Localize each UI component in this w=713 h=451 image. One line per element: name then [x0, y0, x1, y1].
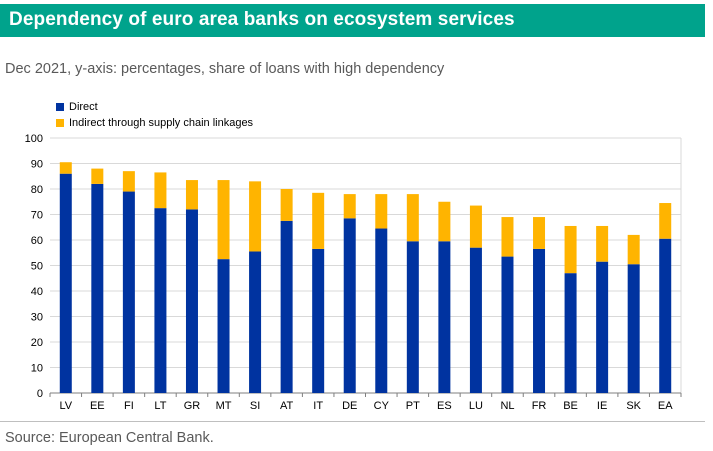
bar-indirect	[501, 217, 514, 257]
bar-indirect	[122, 171, 135, 192]
bar-direct	[343, 218, 356, 393]
bar-direct	[596, 261, 609, 393]
bar-direct	[185, 209, 198, 393]
bar-indirect	[438, 201, 451, 242]
y-tick-label: 40	[31, 286, 43, 298]
x-tick-label: SI	[250, 400, 260, 412]
bar-direct	[154, 208, 167, 393]
bar-direct	[280, 220, 293, 393]
bar-direct	[501, 256, 514, 393]
x-tick-label: IT	[313, 400, 323, 412]
bar-direct	[91, 183, 104, 393]
bar-direct	[217, 259, 230, 393]
chart-subtitle: Dec 2021, y-axis: percentages, share of …	[5, 61, 445, 77]
x-tick-label: ES	[437, 400, 452, 412]
bar-direct	[59, 173, 72, 393]
x-tick-label: NL	[500, 400, 514, 412]
bar-indirect	[154, 172, 167, 209]
bar-direct	[627, 264, 640, 393]
bar-indirect	[91, 168, 104, 184]
y-tick-label: 90	[31, 159, 43, 171]
x-tick-label: AT	[280, 400, 294, 412]
x-tick-label: IE	[597, 400, 607, 412]
bar-indirect	[469, 205, 482, 248]
x-tick-label: EA	[658, 400, 673, 412]
x-tick-label: EE	[90, 400, 105, 412]
bar-indirect	[533, 217, 546, 249]
bar-direct	[375, 228, 388, 393]
bar-direct	[659, 238, 672, 393]
bar-direct	[122, 191, 135, 393]
bar-indirect	[343, 194, 356, 219]
y-tick-label: 10	[31, 363, 43, 375]
legend-swatch-direct	[56, 103, 64, 111]
legend-swatch-indirect	[56, 119, 64, 127]
bar-indirect	[280, 189, 293, 221]
y-tick-label: 60	[31, 235, 43, 247]
bar-indirect	[312, 192, 325, 249]
source-divider	[0, 421, 705, 422]
y-tick-label: 0	[37, 388, 43, 400]
bar-direct	[438, 241, 451, 393]
x-tick-label: CY	[374, 400, 390, 412]
bar-indirect	[59, 162, 72, 174]
bar-indirect	[627, 234, 640, 265]
bar-direct	[312, 248, 325, 393]
y-tick-label: 70	[31, 210, 43, 222]
bar-direct	[469, 247, 482, 393]
bar-indirect	[406, 194, 419, 242]
x-tick-label: PT	[406, 400, 420, 412]
bar-indirect	[217, 180, 230, 260]
legend-item-indirect: Indirect through supply chain linkages	[56, 117, 253, 129]
bar-direct	[406, 241, 419, 393]
x-tick-label: LT	[154, 400, 166, 412]
x-tick-label: FI	[124, 400, 134, 412]
x-tick-label: LV	[59, 400, 72, 412]
chart-title: Dependency of euro area banks on ecosyst…	[9, 9, 515, 30]
bar-direct	[249, 251, 262, 393]
bar-indirect	[375, 194, 388, 229]
x-tick-label: DE	[342, 400, 357, 412]
y-tick-label: 30	[31, 312, 43, 324]
bar-indirect	[564, 225, 577, 274]
x-tick-label: SK	[626, 400, 641, 412]
y-tick-label: 80	[31, 184, 43, 196]
x-tick-label: FR	[532, 400, 547, 412]
bar-indirect	[596, 225, 609, 262]
source-note: Source: European Central Bank.	[5, 430, 214, 446]
x-tick-label: LU	[469, 400, 483, 412]
y-tick-label: 100	[25, 133, 43, 145]
y-tick-label: 20	[31, 337, 43, 349]
bar-direct	[533, 248, 546, 393]
bar-indirect	[249, 181, 262, 252]
x-tick-label: MT	[216, 400, 232, 412]
title-bar: Dependency of euro area banks on ecosyst…	[0, 4, 705, 37]
legend-label-direct: Direct	[69, 101, 98, 113]
x-tick-label: GR	[184, 400, 201, 412]
x-tick-label: BE	[563, 400, 578, 412]
y-tick-label: 50	[31, 261, 43, 273]
bar-indirect	[185, 180, 198, 210]
bar-indirect	[659, 203, 672, 239]
legend-item-direct: Direct	[56, 101, 98, 113]
bar-direct	[564, 273, 577, 393]
legend-label-indirect: Indirect through supply chain linkages	[69, 117, 254, 129]
